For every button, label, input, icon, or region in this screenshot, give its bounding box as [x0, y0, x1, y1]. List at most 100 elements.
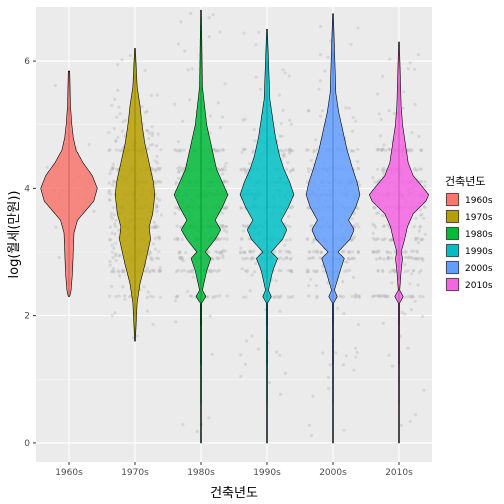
jitter-point: [357, 250, 361, 254]
jitter-point: [286, 250, 290, 254]
jitter-point: [410, 131, 414, 135]
jitter-point: [380, 148, 384, 152]
jitter-point: [307, 294, 311, 298]
jitter-point: [409, 149, 413, 153]
jitter-point: [150, 133, 154, 137]
jitter-point: [280, 134, 284, 138]
jitter-point: [181, 259, 185, 263]
jitter-point: [382, 169, 386, 173]
jitter-point: [285, 255, 289, 260]
jitter-point: [92, 209, 96, 213]
jitter-point: [177, 176, 181, 180]
jitter-point: [315, 249, 319, 253]
jitter-point: [239, 205, 243, 210]
jitter-point: [225, 230, 229, 234]
jitter-point: [309, 224, 313, 228]
jitter-point: [403, 270, 407, 274]
jitter-point: [174, 180, 178, 184]
jitter-point: [305, 268, 309, 272]
jitter-point: [239, 374, 243, 378]
jitter-point: [401, 106, 405, 110]
jitter-point: [372, 206, 376, 210]
jitter-point: [356, 322, 360, 327]
jitter-point: [245, 269, 249, 273]
jitter-point: [148, 249, 152, 253]
jitter-point: [216, 257, 220, 261]
jitter-point: [418, 225, 422, 229]
jitter-point: [406, 269, 410, 273]
jitter-point: [288, 269, 292, 273]
jitter-point: [176, 42, 181, 46]
jitter-point: [121, 268, 125, 273]
jitter-point: [277, 295, 281, 299]
jitter-point: [140, 105, 144, 109]
jitter-point: [157, 237, 161, 241]
jitter-point: [242, 250, 246, 254]
jitter-point: [291, 205, 295, 209]
jitter-point: [121, 269, 125, 273]
jitter-point: [242, 250, 246, 255]
jitter-point: [244, 269, 248, 273]
jitter-point: [393, 268, 397, 272]
jitter-point: [244, 224, 249, 229]
jitter-point: [173, 148, 177, 152]
jitter-point: [423, 180, 427, 184]
jitter-point: [311, 240, 315, 244]
jitter-point: [287, 151, 292, 155]
jitter-point: [388, 238, 392, 242]
jitter-point: [410, 295, 414, 299]
jitter-point: [239, 246, 243, 250]
jitter-point: [412, 67, 416, 71]
jitter-point: [413, 413, 417, 417]
jitter-point: [116, 63, 120, 67]
jitter-point: [174, 148, 179, 153]
jitter-point: [352, 368, 356, 372]
jitter-point: [145, 146, 149, 150]
jitter-point: [191, 275, 196, 279]
x-tick-label: 1960s: [55, 468, 83, 478]
jitter-point: [179, 257, 184, 261]
jitter-point: [110, 243, 114, 247]
jitter-point: [225, 294, 229, 298]
jitter-point: [350, 149, 354, 153]
jitter-point: [376, 268, 380, 273]
jitter-point: [352, 224, 356, 228]
jitter-point: [153, 225, 157, 229]
jitter-point: [344, 260, 348, 264]
jitter-point: [107, 130, 111, 135]
jitter-point: [111, 206, 115, 210]
jitter-point: [345, 269, 349, 273]
jitter-point: [108, 172, 112, 176]
jitter-point: [123, 297, 127, 301]
jitter-point: [373, 238, 377, 242]
jitter-point: [243, 257, 247, 261]
jitter-point: [413, 257, 417, 261]
jitter-point: [278, 134, 282, 138]
jitter-point: [111, 267, 115, 271]
jitter-point: [114, 259, 118, 263]
jitter-point: [117, 270, 121, 274]
jitter-point: [158, 295, 162, 299]
jitter-point: [223, 164, 227, 169]
jitter-point: [321, 351, 325, 355]
jitter-point: [282, 154, 286, 159]
jitter-point: [351, 250, 355, 254]
jitter-point: [307, 170, 311, 174]
jitter-point: [107, 149, 111, 153]
jitter-point: [377, 294, 381, 298]
jitter-point: [382, 143, 386, 147]
jitter-point: [243, 147, 247, 152]
jitter-point: [413, 299, 417, 303]
jitter-point: [382, 257, 386, 261]
jitter-point: [317, 87, 321, 91]
jitter-point: [284, 249, 288, 253]
jitter-point: [408, 61, 412, 65]
jitter-point: [289, 295, 293, 299]
x-axis-title: 건축년도: [210, 486, 258, 501]
jitter-point: [188, 270, 192, 274]
jitter-point: [289, 168, 293, 172]
jitter-point: [218, 250, 222, 255]
jitter-point: [222, 237, 226, 241]
jitter-point: [355, 222, 359, 226]
jitter-point: [150, 258, 154, 262]
